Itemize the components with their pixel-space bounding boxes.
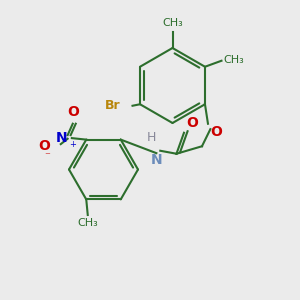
- Text: O: O: [186, 116, 198, 130]
- Text: CH₃: CH₃: [224, 55, 244, 65]
- Text: N: N: [56, 130, 68, 145]
- Text: CH₃: CH₃: [77, 218, 98, 228]
- Text: N: N: [151, 153, 162, 167]
- Text: ⁻: ⁻: [44, 151, 50, 161]
- Text: O: O: [210, 125, 222, 139]
- Text: Br: Br: [105, 99, 121, 112]
- Text: CH₃: CH₃: [162, 19, 183, 28]
- Text: O: O: [68, 105, 79, 119]
- Text: O: O: [38, 139, 50, 153]
- Text: +: +: [69, 140, 76, 148]
- Text: H: H: [147, 131, 157, 144]
